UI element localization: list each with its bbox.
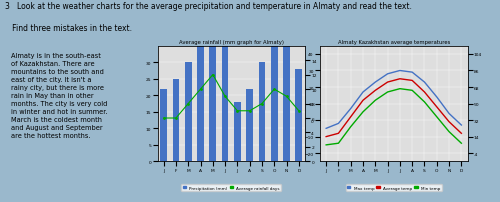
Bar (283, 37, 290, 162)
Bar (222, 37, 228, 162)
Title: Average rainfall (mm graph for Almaty): Average rainfall (mm graph for Almaty) (179, 40, 284, 45)
Bar (185, 63, 192, 162)
Bar (197, 4, 204, 162)
Bar (234, 102, 241, 162)
Text: 3   Look at the weather charts for the average precipitation and temperature in : 3 Look at the weather charts for the ave… (5, 2, 412, 11)
Bar (271, 23, 278, 162)
Bar (210, 0, 216, 162)
Legend: Max temp, Average temp, Min temp: Max temp, Average temp, Min temp (346, 184, 442, 191)
Bar (160, 89, 167, 162)
Bar (246, 89, 253, 162)
Text: Almaty is in the south-east
of Kazakhstan. There are
mountains to the south and
: Almaty is in the south-east of Kazakhsta… (10, 53, 107, 138)
Legend: Precipitation (mm), Average rainfall days: Precipitation (mm), Average rainfall day… (182, 184, 281, 191)
Bar (172, 79, 180, 162)
Bar (258, 63, 266, 162)
Bar (296, 69, 302, 162)
Text: Find three mistakes in the text.: Find three mistakes in the text. (5, 24, 132, 33)
Title: Almaty Kazakhstan average temperatures: Almaty Kazakhstan average temperatures (338, 40, 450, 45)
